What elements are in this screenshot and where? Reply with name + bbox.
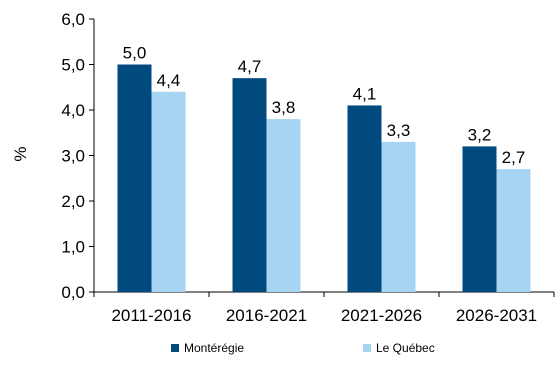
bar-quebec <box>266 119 301 292</box>
y-tick-label: 2,0 <box>61 192 85 211</box>
bar-quebec <box>381 141 416 292</box>
y-tick-label: 3,0 <box>61 147 85 166</box>
data-label: 4,1 <box>353 84 377 103</box>
y-tick-label: 4,0 <box>61 101 85 120</box>
data-label: 3,8 <box>272 98 296 117</box>
x-tick-label: 2026-2031 <box>456 306 537 325</box>
bar-quebec <box>496 169 531 292</box>
x-tick-label: 2011-2016 <box>111 306 191 325</box>
legend-swatch-quebec <box>363 344 371 352</box>
bars <box>117 64 531 293</box>
x-tick-label: 2021-2026 <box>341 306 422 325</box>
data-label: 4,7 <box>238 57 262 76</box>
bar-monteregie <box>232 78 267 293</box>
bar-monteregie <box>117 64 152 292</box>
legend-swatch-monteregie <box>171 344 179 352</box>
x-tick-label: 2016-2021 <box>226 306 307 325</box>
data-label: 5,0 <box>123 44 147 63</box>
y-tick-label: 1,0 <box>61 238 85 257</box>
data-labels: 5,0 4,4 4,7 3,8 4,1 3,3 3,2 2,7 <box>123 44 526 168</box>
data-label: 3,3 <box>387 121 411 140</box>
data-label: 3,2 <box>468 125 492 144</box>
bar-quebec <box>151 91 186 292</box>
legend-label-monteregie: Montérégie <box>184 341 245 355</box>
legend: Montérégie Le Québec <box>0 341 556 361</box>
y-tick-label: 5,0 <box>61 56 85 75</box>
y-tick-label: 0,0 <box>61 283 85 302</box>
data-label: 4,4 <box>157 71 181 90</box>
y-axis-title: % <box>11 146 30 161</box>
data-label: 2,7 <box>502 148 526 167</box>
x-axis: 2011-2016 2016-2021 2021-2026 2026-2031 <box>93 291 555 325</box>
legend-item-quebec: Le Québec <box>363 341 435 355</box>
legend-item-monteregie: Montérégie <box>171 341 244 355</box>
y-tick-label: 6,0 <box>61 10 85 29</box>
y-axis: 0,0 1,0 2,0 3,0 4,0 5,0 6,0 <box>61 10 95 302</box>
legend-label-quebec: Le Québec <box>376 341 435 355</box>
bar-monteregie <box>462 146 497 292</box>
bar-monteregie <box>347 105 382 292</box>
